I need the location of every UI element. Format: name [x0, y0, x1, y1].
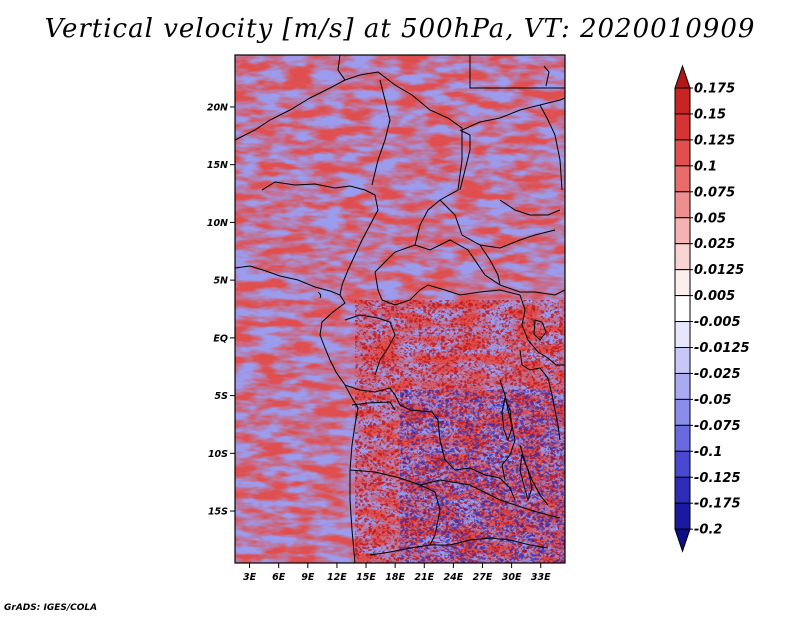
colorbar-label: 0.075 [694, 185, 735, 200]
colorbar-label: -0.2 [694, 523, 722, 538]
lon-tick-label: 18E [385, 572, 405, 583]
map-frame [234, 54, 566, 564]
colorbar-cap-bottom [674, 528, 691, 553]
colorbar-label: -0.025 [694, 367, 741, 382]
colorbar-swatch [674, 269, 691, 297]
lon-axis: 3E 6E 9E 12E 15E 18E 21E 24E 27E 30E 33E [243, 563, 551, 583]
colorbar-label: 0.025 [694, 237, 735, 252]
lat-tick-label: 15N [207, 160, 228, 171]
velocity-field [235, 55, 565, 563]
colorbar-swatch [674, 476, 691, 504]
colorbar-swatch [674, 424, 691, 452]
colorbar-swatch [674, 217, 691, 245]
colorbar-swatch [674, 165, 691, 193]
colorbar-swatch [674, 139, 691, 167]
colorbar-swatch [674, 295, 691, 323]
lat-tick-label: 15S [208, 507, 228, 518]
colorbar-label: -0.125 [694, 471, 741, 486]
country-borders [234, 54, 566, 564]
lat-tick-label: 10S [208, 449, 228, 460]
colorbar-label: 0.005 [694, 289, 735, 304]
colorbar-swatch [674, 502, 691, 530]
lon-tick-label: 30E [502, 572, 522, 583]
colorbar-label: -0.05 [694, 393, 731, 408]
colorbar-swatch [674, 243, 691, 271]
colorbar-cap-top [674, 64, 691, 89]
colorbar-swatch [674, 191, 691, 219]
colorbar-swatch [674, 398, 691, 426]
lon-tick-label: 27E [473, 572, 493, 583]
lon-tick-label: 24E [444, 572, 464, 583]
colorbar-swatch [674, 113, 691, 141]
colorbar-label: 0.15 [694, 107, 726, 122]
colorbar-label: 0.05 [694, 211, 726, 226]
grads-credit: GrADS: IGES/COLA [4, 603, 98, 613]
colorbar-swatch [674, 450, 691, 478]
lon-tick-label: 12E [327, 572, 347, 583]
colorbar-label: -0.1 [694, 445, 722, 460]
colorbar-label: -0.0125 [694, 341, 750, 356]
colorbar: 0.175 0.15 0.125 0.1 0.075 0.05 0.025 0.0125 0.0… [674, 64, 750, 553]
colorbar-swatch [674, 347, 691, 374]
colorbar-swatch [674, 372, 691, 400]
lon-tick-label: 6E [272, 572, 286, 583]
colorbar-label: 0.175 [694, 82, 735, 97]
lat-tick-label: 5S [215, 391, 229, 402]
colorbar-label: 0.125 [694, 133, 735, 148]
colorbar-label: 0.0125 [694, 263, 744, 278]
lat-tick-label: EQ [213, 333, 228, 344]
lon-tick-label: 33E [531, 572, 551, 583]
lon-tick-label: 9E [301, 572, 315, 583]
colorbar-label: -0.075 [694, 419, 741, 434]
colorbar-label: 0.1 [694, 159, 717, 174]
lon-tick-label: 3E [243, 572, 257, 583]
lon-tick-label: 15E [356, 572, 376, 583]
lat-tick-label: 10N [207, 218, 228, 229]
lon-tick-label: 21E [414, 572, 434, 583]
lat-axis: 20N 15N 10N 5N EQ 5S 10S 15S [207, 102, 235, 518]
lat-tick-label: 5N [213, 276, 228, 287]
lat-tick-label: 20N [207, 102, 228, 113]
colorbar-label: -0.005 [694, 315, 741, 330]
colorbar-swatch [674, 321, 691, 348]
colorbar-swatch [674, 87, 691, 115]
figure-title: Vertical velocity [m/s] at 500hPa, VT: 2… [44, 14, 756, 44]
convective-zone-blue [400, 390, 565, 563]
colorbar-label: -0.175 [694, 497, 741, 512]
